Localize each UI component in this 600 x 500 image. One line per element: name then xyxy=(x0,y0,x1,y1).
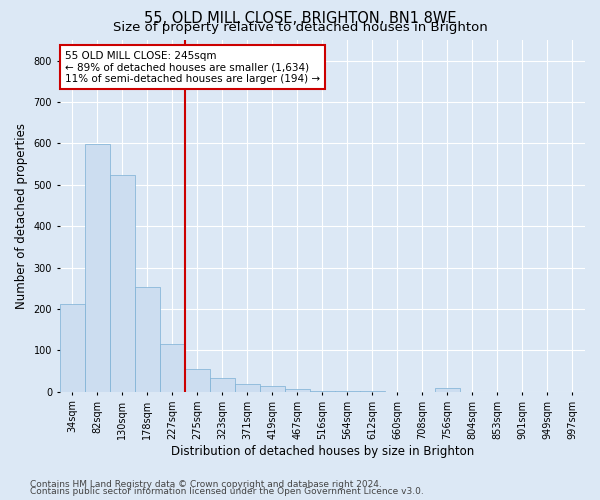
Bar xyxy=(360,391,385,392)
Text: Size of property relative to detached houses in Brighton: Size of property relative to detached ho… xyxy=(113,22,487,35)
Text: Contains public sector information licensed under the Open Government Licence v3: Contains public sector information licen… xyxy=(30,487,424,496)
X-axis label: Distribution of detached houses by size in Brighton: Distribution of detached houses by size … xyxy=(171,444,474,458)
Text: 55 OLD MILL CLOSE: 245sqm
← 89% of detached houses are smaller (1,634)
11% of se: 55 OLD MILL CLOSE: 245sqm ← 89% of detac… xyxy=(65,50,320,84)
Bar xyxy=(235,384,260,392)
Y-axis label: Number of detached properties: Number of detached properties xyxy=(15,123,28,309)
Bar xyxy=(110,175,135,392)
Bar xyxy=(59,304,85,392)
Text: Contains HM Land Registry data © Crown copyright and database right 2024.: Contains HM Land Registry data © Crown c… xyxy=(30,480,382,489)
Bar xyxy=(260,386,285,392)
Bar xyxy=(85,144,110,392)
Bar xyxy=(310,391,335,392)
Bar xyxy=(285,390,310,392)
Bar xyxy=(335,391,360,392)
Bar xyxy=(210,378,235,392)
Bar xyxy=(160,344,185,392)
Bar xyxy=(435,388,460,392)
Bar xyxy=(185,369,210,392)
Bar xyxy=(135,287,160,392)
Text: 55, OLD MILL CLOSE, BRIGHTON, BN1 8WE: 55, OLD MILL CLOSE, BRIGHTON, BN1 8WE xyxy=(144,11,456,26)
